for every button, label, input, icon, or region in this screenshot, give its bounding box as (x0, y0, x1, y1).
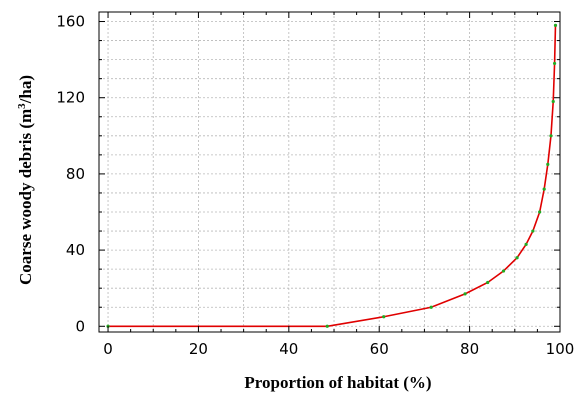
x-tick-label: 0 (103, 340, 113, 358)
x-axis-label: Proportion of habitat (%) (244, 373, 431, 392)
data-point (486, 280, 490, 285)
data-point (552, 61, 557, 66)
x-tick-labels: 0 20 40 60 80 100 (103, 340, 574, 358)
data-point (551, 99, 555, 104)
data-point (382, 315, 386, 319)
y-axis-label-main: Coarse woody debris (m (16, 109, 35, 285)
grid-lines (99, 12, 561, 332)
data-point (549, 134, 553, 138)
data-point (429, 305, 433, 309)
axis-ticks (99, 12, 561, 332)
data-point (553, 23, 558, 27)
y-tick-label: 80 (66, 165, 85, 183)
y-tick-label: 160 (56, 13, 85, 31)
x-tick-label: 20 (189, 340, 208, 358)
plot-frame (98, 11, 561, 333)
series-group (106, 23, 558, 328)
x-tick-label: 100 (546, 340, 575, 358)
y-tick-label: 120 (56, 89, 85, 107)
y-tick-label: 40 (66, 241, 85, 259)
x-tick-label: 80 (460, 340, 479, 358)
data-point (546, 162, 550, 166)
data-point (515, 256, 519, 260)
data-point (524, 242, 528, 246)
y-tick-label: 0 (75, 317, 85, 335)
y-tick-labels: 0 40 80 120 160 (56, 13, 85, 336)
data-point (501, 269, 506, 273)
data-point (325, 324, 329, 328)
y-axis-label-superscript: 3 (16, 103, 28, 109)
x-tick-label: 60 (370, 340, 389, 358)
y-axis-label: Coarse woody debris (m3/ha) (16, 75, 35, 285)
data-point (463, 292, 467, 296)
data-point (542, 187, 546, 191)
data-point (531, 229, 535, 233)
data-point (538, 210, 542, 214)
x-tick-label: 40 (279, 340, 298, 358)
y-axis-label-end: /ha) (16, 75, 35, 104)
